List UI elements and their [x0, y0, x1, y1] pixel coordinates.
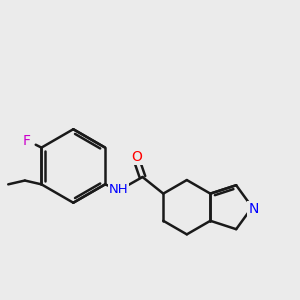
Text: O: O [131, 150, 142, 164]
Text: F: F [23, 134, 31, 148]
Text: NH: NH [109, 183, 128, 196]
Text: N: N [249, 202, 259, 216]
